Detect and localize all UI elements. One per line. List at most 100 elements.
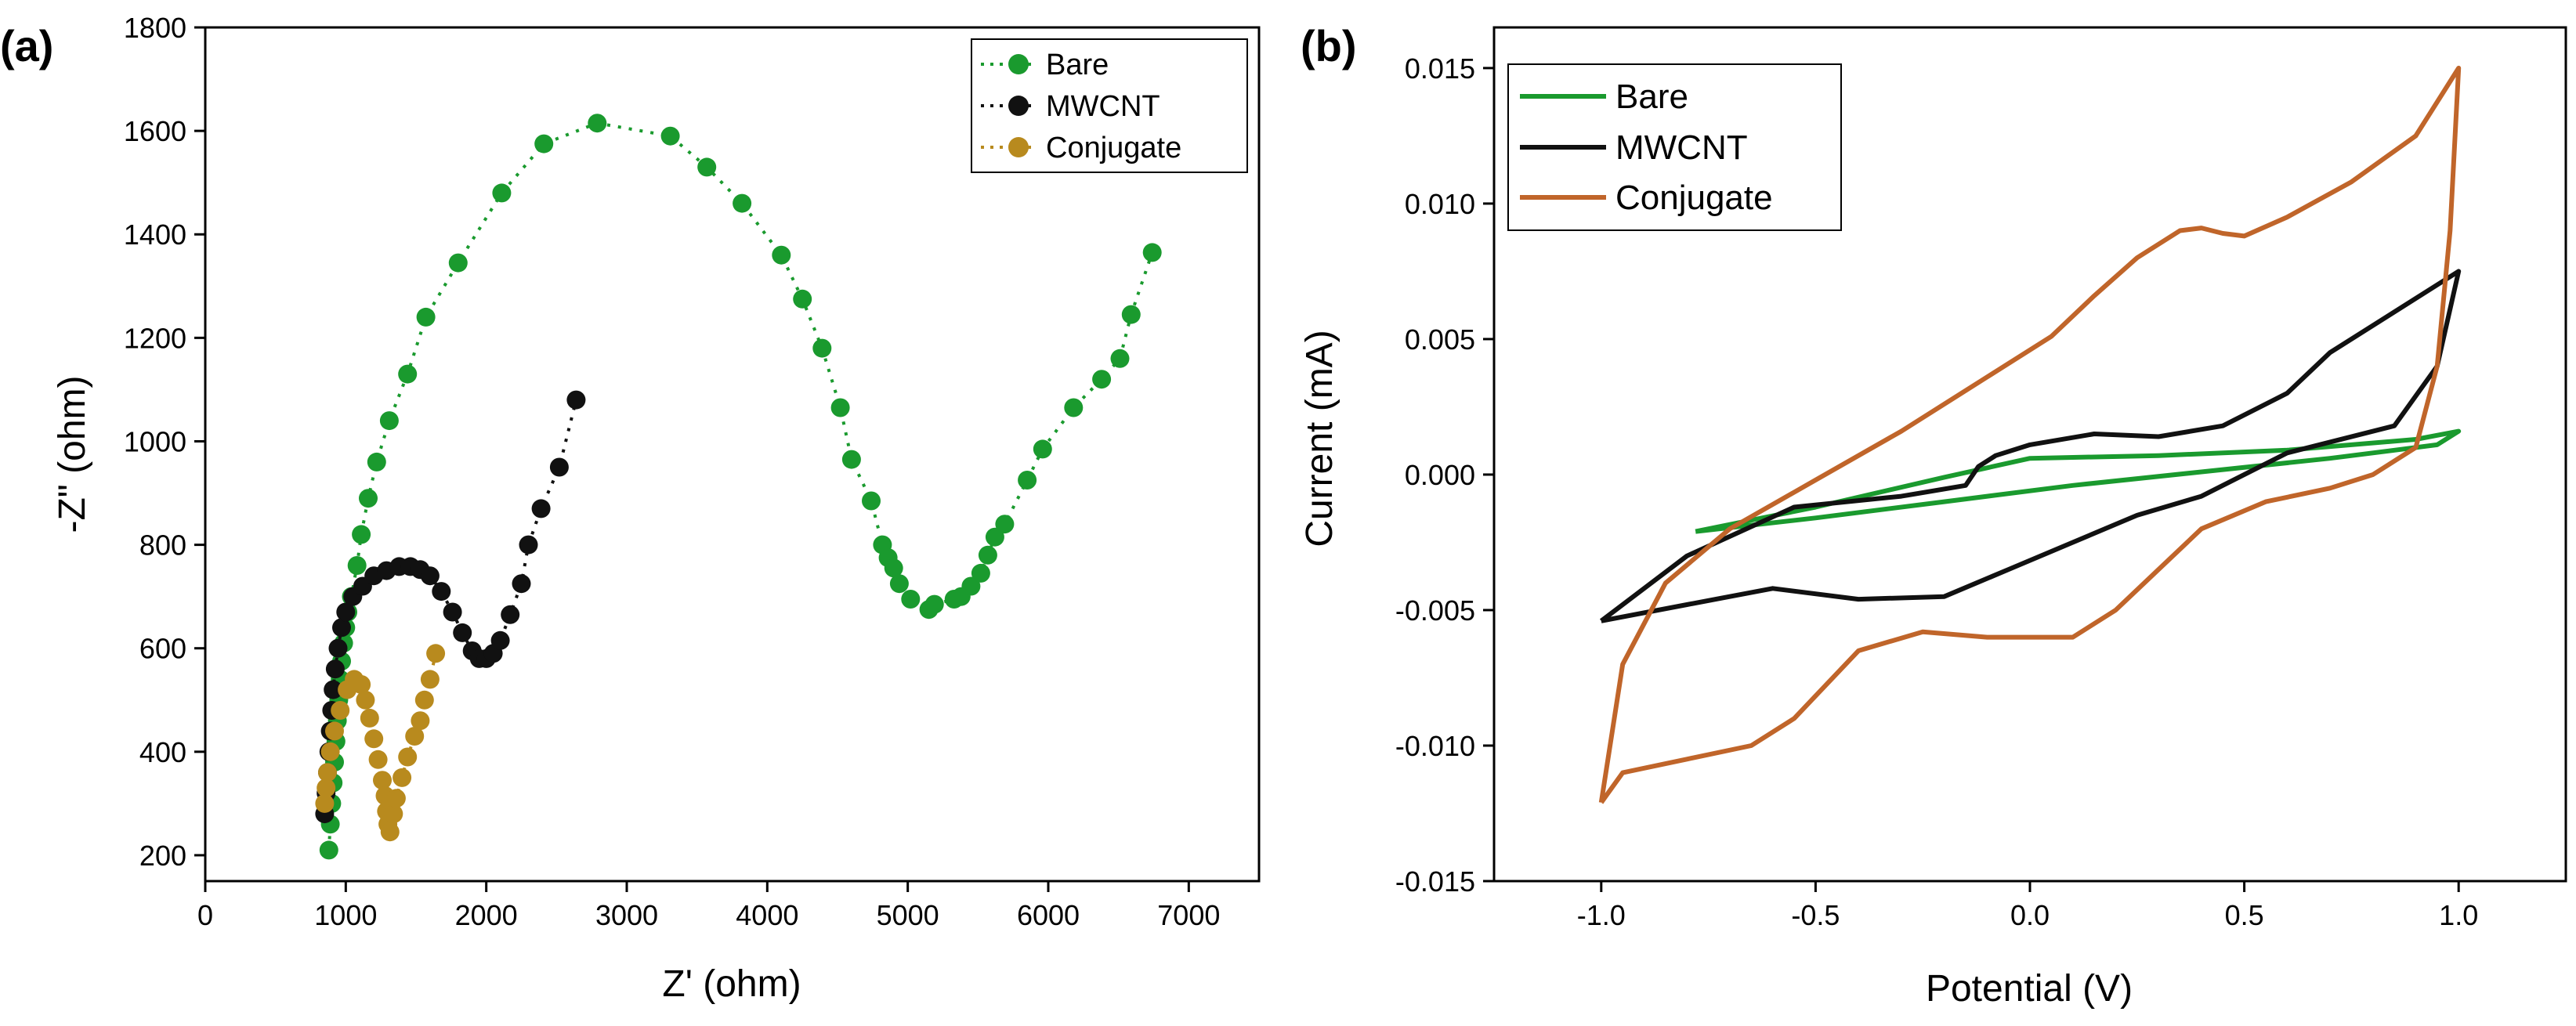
- data-point-conjugate: [364, 729, 384, 749]
- data-point-conjugate: [393, 768, 412, 787]
- y-tick-label: 1200: [124, 322, 186, 354]
- panel-a-series: [315, 114, 1162, 860]
- y-tick-label: -0.015: [1395, 865, 1475, 898]
- legend-bare-marker: [1008, 54, 1029, 74]
- data-point-conjugate: [420, 670, 440, 689]
- data-point-bare: [588, 114, 607, 133]
- data-point-bare: [961, 576, 981, 596]
- y-tick-label: 600: [139, 633, 186, 665]
- data-point-bare: [841, 450, 861, 469]
- panel-b-label: (b): [1301, 21, 1357, 70]
- data-point-conjugate: [331, 701, 350, 720]
- data-point-bare: [1142, 243, 1162, 262]
- data-point-conjugate: [373, 771, 392, 790]
- data-point-mwcnt: [332, 618, 351, 638]
- legend-item-bare: Bare: [981, 49, 1109, 81]
- panel-a-y-axis-label: -Z" (ohm): [52, 375, 93, 533]
- x-tick-label: 6000: [1017, 899, 1080, 931]
- data-point-bare: [884, 558, 903, 578]
- panel-a-eis-plot: (a) 0 1000 2000 3000 4000 5000 6000 7000 200 400…: [0, 12, 1261, 1005]
- data-point-mwcnt: [443, 602, 462, 622]
- x-tick-label: 3000: [595, 899, 658, 931]
- data-point-bare: [367, 452, 386, 471]
- legend-mwcnt-label: MWCNT: [1615, 128, 1748, 167]
- x-tick-label: -1.0: [1577, 899, 1626, 931]
- legend-mwcnt-label: MWCNT: [1046, 90, 1160, 123]
- legend-conjugate-marker: [1008, 137, 1029, 157]
- data-point-conjugate: [320, 742, 340, 761]
- panel-b-x-axis-label: Potential (V): [1926, 968, 2133, 1010]
- data-point-bare: [347, 556, 367, 575]
- y-tick-label: 0.010: [1405, 188, 1475, 220]
- legend-item-conjugate: Conjugate: [1520, 179, 1773, 217]
- data-point-bare: [660, 126, 680, 146]
- data-point-bare: [352, 525, 371, 544]
- y-tick-label: 200: [139, 840, 186, 872]
- y-tick-label: 400: [139, 736, 186, 768]
- data-point-bare: [793, 289, 812, 309]
- panel-a-x-ticks: 0 1000 2000 3000 4000 5000 6000 7000: [197, 881, 1220, 931]
- data-point-mwcnt: [432, 582, 451, 602]
- data-point-bare: [830, 398, 850, 417]
- data-point-bare: [379, 411, 399, 431]
- data-point-conjugate: [414, 690, 434, 710]
- x-tick-label: 1000: [314, 899, 377, 931]
- data-point-bare: [733, 193, 752, 213]
- legend-mwcnt-marker: [1008, 96, 1029, 116]
- panel-a-plot-frame: [204, 26, 1261, 883]
- series-conjugate-curve: [1598, 65, 2462, 804]
- data-point-mwcnt: [490, 630, 510, 650]
- y-tick-label: 0.000: [1405, 459, 1475, 491]
- data-point-mwcnt: [325, 659, 345, 679]
- data-point-mwcnt: [453, 623, 472, 642]
- data-point-bare: [1121, 305, 1141, 324]
- data-point-bare: [772, 245, 791, 265]
- data-point-bare: [1064, 398, 1084, 417]
- panel-b-y-ticks: -0.015 -0.010 -0.005 0.000 0.005 0.010 0.015: [1395, 52, 1494, 898]
- panel-b-y-axis-label: Current (mA): [1299, 330, 1340, 547]
- data-point-bare: [862, 491, 881, 511]
- data-point-conjugate: [352, 675, 371, 694]
- data-point-conjugate: [398, 747, 418, 767]
- y-tick-label: 800: [139, 529, 186, 562]
- y-tick-label: 1600: [124, 115, 186, 147]
- x-tick-label: 0.0: [2010, 899, 2050, 931]
- panel-b-series: [1598, 65, 2462, 804]
- x-tick-label: 0: [197, 899, 213, 931]
- x-tick-label: 0.5: [2225, 899, 2264, 931]
- y-tick-label: 0.015: [1405, 52, 1475, 85]
- data-point-bare: [534, 134, 554, 154]
- legend-item-conjugate: Conjugate: [981, 132, 1181, 164]
- legend-conjugate-label: Conjugate: [1615, 179, 1773, 217]
- data-point-mwcnt: [549, 457, 569, 477]
- data-point-conjugate: [360, 708, 379, 728]
- data-point-bare: [978, 545, 997, 565]
- panel-a-x-axis-label: Z' (ohm): [662, 963, 801, 1005]
- panel-a-legend: Bare MWCNT Conjugate: [971, 38, 1248, 173]
- data-point-conjugate: [317, 779, 336, 798]
- data-point-conjugate: [411, 711, 430, 731]
- legend-item-mwcnt: MWCNT: [1520, 128, 1748, 167]
- data-point-conjugate: [315, 793, 335, 813]
- y-tick-label: 1800: [124, 12, 186, 44]
- x-tick-label: 7000: [1157, 899, 1220, 931]
- data-point-conjugate: [325, 721, 344, 741]
- legend-conjugate-label: Conjugate: [1046, 132, 1181, 164]
- data-point-mwcnt: [531, 499, 551, 518]
- data-point-bare: [812, 338, 832, 358]
- data-point-conjugate: [426, 644, 446, 663]
- data-point-bare: [1092, 370, 1112, 389]
- legend-bare-label: Bare: [1046, 49, 1109, 81]
- data-point-mwcnt: [519, 535, 538, 555]
- data-point-conjugate: [384, 804, 403, 824]
- data-point-bare: [889, 574, 909, 594]
- y-tick-label: 1400: [124, 219, 186, 251]
- x-tick-label: 4000: [736, 899, 798, 931]
- data-point-bare: [985, 527, 1004, 547]
- data-point-bare: [319, 840, 338, 860]
- data-point-mwcnt: [324, 680, 343, 699]
- data-point-mwcnt: [336, 602, 356, 622]
- panel-a-label: (a): [0, 21, 53, 70]
- panel-b-cv-plot: (b) -1.0 -0.5 0.0 0.5 1.0 -0.015 -0.010 -0.005…: [1299, 21, 2567, 1010]
- data-point-bare: [492, 183, 512, 203]
